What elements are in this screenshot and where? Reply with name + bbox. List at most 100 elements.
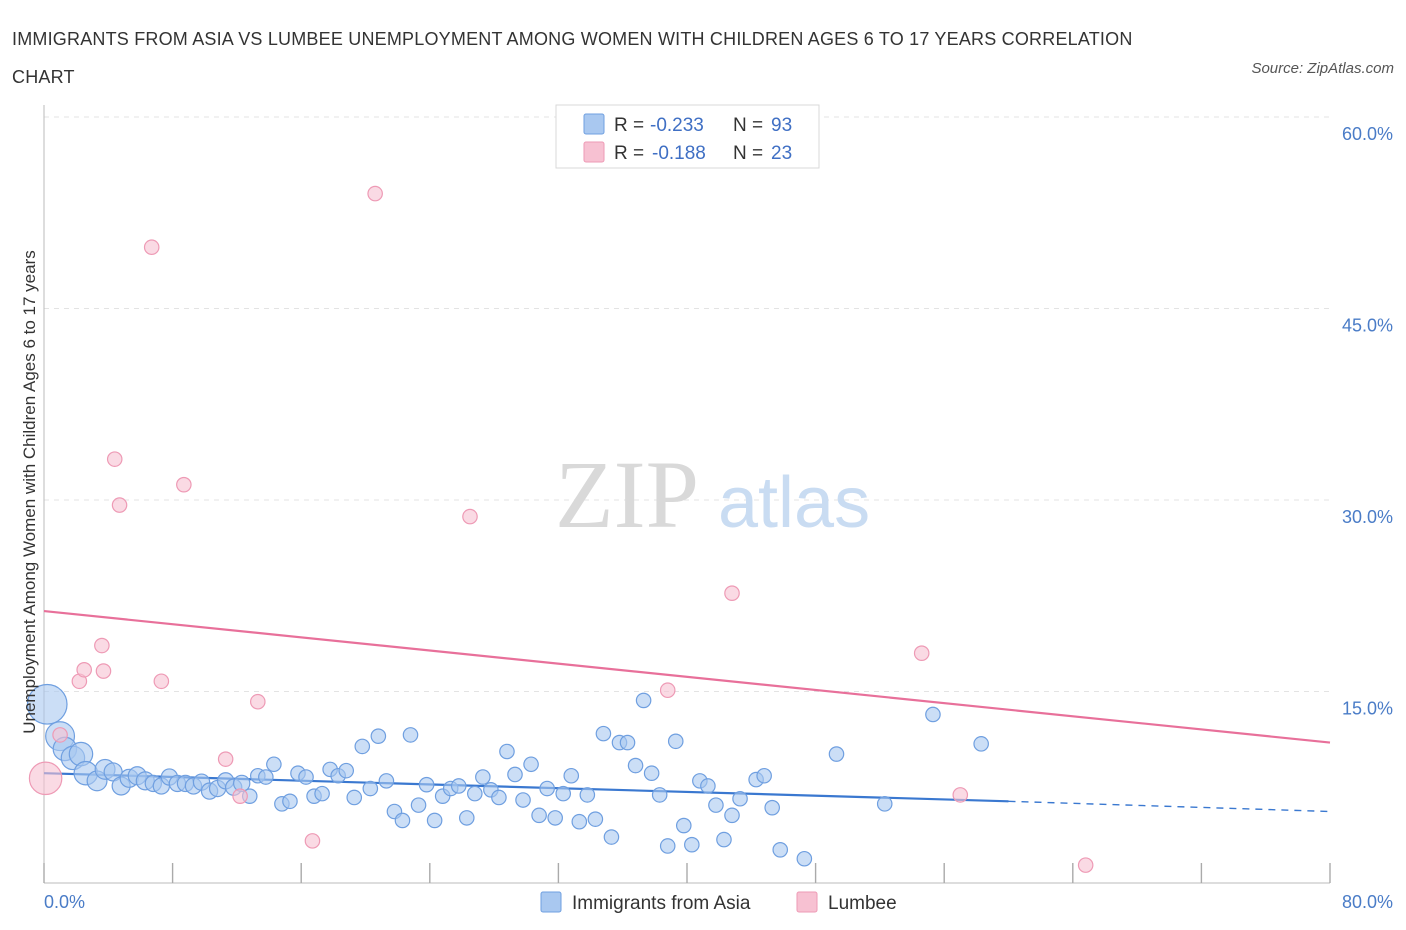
point-immigrants-from-asia	[314, 785, 330, 802]
point-immigrants-from-asia	[282, 793, 298, 810]
point-immigrants-from-asia	[627, 757, 644, 774]
point-immigrants-from-asia	[507, 766, 523, 783]
point-immigrants-from-asia	[499, 743, 515, 760]
series-legend-swatch-asia	[540, 891, 562, 913]
point-immigrants-from-asia	[603, 829, 620, 845]
point-immigrants-from-asia	[595, 725, 612, 742]
point-lumbee	[952, 787, 969, 803]
point-immigrants-from-asia	[643, 765, 660, 782]
point-lumbee	[95, 663, 112, 679]
point-immigrants-from-asia	[531, 807, 547, 824]
point-immigrants-from-asia	[539, 780, 555, 797]
legend-swatch-lumbee	[583, 141, 605, 163]
point-lumbee	[111, 497, 128, 513]
point-immigrants-from-asia	[402, 727, 419, 743]
point-immigrants-from-asia	[491, 789, 507, 806]
point-immigrants-from-asia	[523, 756, 539, 773]
points-immigrants-from-asia	[26, 683, 989, 867]
point-immigrants-from-asia	[587, 811, 604, 827]
point-lumbee	[249, 693, 266, 710]
point-immigrants-from-asia	[475, 769, 491, 785]
trend-line-lumbee	[43, 609, 1331, 744]
watermark: ZIP atlas	[555, 441, 870, 548]
point-immigrants-from-asia	[418, 776, 435, 793]
point-immigrants-from-asia	[26, 683, 68, 725]
point-immigrants-from-asia	[732, 790, 748, 807]
point-immigrants-from-asia	[659, 838, 676, 854]
point-immigrants-from-asia	[410, 797, 427, 813]
point-immigrants-from-asia	[651, 787, 668, 803]
source-label: Source: ZipAtlas.com	[1251, 60, 1394, 77]
point-lumbee	[94, 637, 110, 654]
point-immigrants-from-asia	[515, 792, 531, 808]
point-lumbee	[304, 833, 321, 849]
point-immigrants-from-asia	[724, 807, 740, 824]
point-immigrants-from-asia	[708, 797, 724, 813]
legend-swatch-asia	[583, 113, 605, 135]
legend-n-value-lumbee: 23	[771, 143, 792, 164]
point-lumbee	[232, 788, 248, 804]
point-immigrants-from-asia	[925, 706, 941, 723]
point-immigrants-from-asia	[716, 831, 732, 848]
point-lumbee	[913, 645, 930, 661]
point-immigrants-from-asia	[547, 810, 563, 826]
point-lumbee	[217, 751, 234, 767]
y-tick-label: 60.0%	[1342, 124, 1393, 144]
series-legend-swatch-lumbee	[796, 891, 818, 913]
point-lumbee	[462, 508, 478, 525]
point-immigrants-from-asia	[876, 796, 893, 812]
point-immigrants-from-asia	[338, 762, 355, 779]
stats-legend: R = -0.233 N = 93 R = -0.188 N = 23	[555, 104, 820, 169]
point-immigrants-from-asia	[635, 692, 652, 709]
point-immigrants-from-asia	[828, 746, 845, 762]
point-immigrants-from-asia	[796, 850, 813, 867]
point-immigrants-from-asia	[764, 799, 780, 816]
point-lumbee	[659, 682, 676, 699]
point-lumbee	[153, 673, 170, 690]
point-immigrants-from-asia	[378, 773, 395, 789]
point-lumbee	[724, 585, 740, 601]
point-immigrants-from-asia	[571, 813, 588, 830]
watermark-atlas: atlas	[718, 463, 870, 543]
point-immigrants-from-asia	[394, 812, 411, 829]
legend-r-label-asia: R =	[614, 115, 644, 136]
y-tick-labels: 15.0% 30.0% 45.0% 60.0%	[1342, 124, 1393, 719]
watermark-zip: ZIP	[555, 441, 699, 548]
point-immigrants-from-asia	[362, 780, 379, 797]
y-tick-label: 30.0%	[1342, 507, 1393, 527]
grid-lines	[44, 116, 1330, 692]
point-immigrants-from-asia	[667, 733, 684, 750]
point-immigrants-from-asia	[258, 769, 274, 785]
x-tick-label-max: 80.0%	[1342, 892, 1393, 912]
axes	[43, 105, 1331, 884]
point-immigrants-from-asia	[700, 778, 716, 794]
point-lumbee	[367, 185, 383, 202]
legend-n-value-asia: 93	[771, 115, 792, 136]
points-lumbee	[28, 185, 1094, 873]
point-immigrants-from-asia	[426, 812, 443, 829]
legend-r-value-lumbee: -0.188	[652, 143, 706, 164]
point-immigrants-from-asia	[756, 767, 772, 784]
y-tick-label: 45.0%	[1342, 316, 1393, 336]
legend-n-label-lumbee: N =	[733, 143, 763, 164]
x-tick-labels: 0.0% 80.0%	[44, 892, 1393, 912]
point-immigrants-from-asia	[579, 787, 596, 803]
legend-r-value-asia: -0.233	[650, 115, 704, 136]
point-lumbee	[76, 661, 92, 678]
point-immigrants-from-asia	[675, 817, 692, 834]
trend-line-immigrants-from-asia-extension	[1008, 800, 1331, 813]
point-immigrants-from-asia	[298, 769, 314, 785]
point-immigrants-from-asia	[450, 778, 467, 794]
point-immigrants-from-asia	[370, 728, 387, 744]
point-immigrants-from-asia	[772, 842, 789, 858]
point-immigrants-from-asia	[266, 756, 282, 773]
x-tick-label-min: 0.0%	[44, 892, 85, 912]
series-legend: Immigrants from Asia Lumbee	[540, 891, 897, 914]
legend-r-label-lumbee: R =	[614, 143, 644, 164]
point-immigrants-from-asia	[563, 767, 580, 784]
chart-title: IMMIGRANTS FROM ASIA VS LUMBEE UNEMPLOYM…	[12, 29, 1133, 87]
point-immigrants-from-asia	[467, 785, 483, 802]
point-lumbee	[52, 727, 68, 743]
point-immigrants-from-asia	[684, 836, 700, 853]
